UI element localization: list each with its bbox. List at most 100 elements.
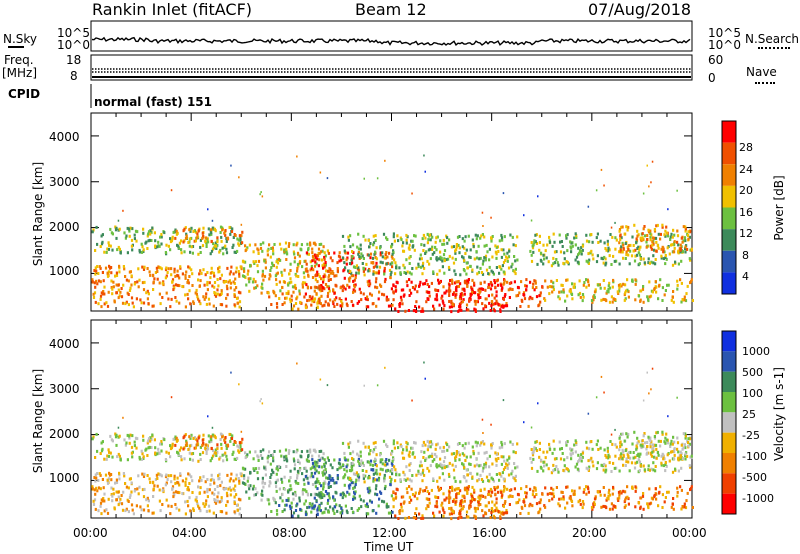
velocity-cell: [318, 494, 321, 498]
power-cell: [585, 259, 588, 263]
power-cell: [310, 297, 313, 301]
power-cell: [492, 272, 495, 276]
velocity-cell: [166, 478, 169, 481]
power-cell: [620, 236, 623, 240]
power-cell: [257, 252, 260, 255]
velocity-cell: [243, 482, 246, 485]
power-cell: [441, 265, 444, 269]
power-cell: [443, 257, 446, 261]
velocity-cell: [577, 460, 580, 464]
power-cell: [219, 231, 222, 234]
power-cell: [399, 302, 402, 305]
velocity-cell: [672, 507, 675, 511]
power-cell: [296, 241, 299, 245]
power-cell: [210, 232, 213, 236]
power-cell: [218, 269, 221, 273]
velocity-cell: [305, 490, 308, 494]
power-cell: [685, 292, 688, 296]
velocity-cell: [492, 509, 495, 513]
power-cell: [533, 288, 536, 292]
power-cell: [570, 246, 573, 250]
power-cell: [263, 259, 266, 263]
power-cell: [596, 232, 599, 236]
velocity-cell: [502, 477, 505, 481]
power-cell: [263, 274, 267, 278]
power-cell: [428, 262, 431, 266]
power-cell: [543, 297, 546, 301]
velocity-cell: [452, 510, 455, 513]
velocity-cell: [327, 486, 330, 489]
velocity-cell: [627, 502, 630, 506]
power-cell: [580, 252, 583, 256]
velocity-cell: [333, 512, 336, 515]
power-cell: [400, 298, 403, 302]
velocity-cell: [422, 468, 425, 472]
power-cell: [235, 286, 238, 290]
velocity-cell: [562, 497, 565, 501]
power-cell: [595, 189, 598, 192]
power-cell: [623, 298, 626, 302]
velocity-cell: [502, 504, 505, 508]
power-cell: [222, 252, 225, 256]
velocity-cell: [389, 469, 392, 473]
power-cell: [424, 170, 426, 173]
velocity-cell: [542, 460, 545, 464]
velocity-cell: [208, 509, 211, 513]
power-cell: [313, 253, 316, 257]
power-cell: [657, 246, 660, 250]
velocity-cell: [376, 384, 379, 387]
velocity-cell: [291, 492, 295, 496]
power-cell: [502, 282, 505, 286]
power-cell: [664, 262, 667, 266]
velocity-cell: [441, 472, 444, 476]
velocity-cell: [539, 458, 543, 462]
velocity-cell: [406, 477, 409, 481]
velocity-cell: [438, 510, 441, 514]
power-cell: [534, 281, 537, 285]
velocity-cell: [624, 498, 627, 502]
velocity-cell: [435, 455, 438, 459]
velocity-cell: [676, 436, 679, 440]
power-cell: [316, 257, 319, 261]
velocity-cell: [581, 455, 584, 459]
power-cell: [397, 239, 400, 243]
velocity-cell: [522, 498, 526, 502]
power-cell: [654, 258, 657, 261]
velocity-cell: [350, 478, 353, 482]
velocity-cell: [648, 468, 651, 472]
velocity-cell: [268, 450, 271, 454]
velocity-cell: [369, 459, 373, 463]
power-cell: [224, 280, 228, 283]
power-cell: [256, 284, 259, 288]
velocity-cell: [647, 437, 651, 441]
power-cell: [623, 232, 626, 236]
power-cell: [322, 245, 325, 249]
power-cell: [561, 284, 564, 287]
power-cell: [683, 298, 686, 302]
power-cell: [426, 259, 429, 263]
velocity-cell: [218, 472, 221, 476]
power-cell: [417, 262, 420, 266]
power-cell: [129, 270, 132, 274]
power-cell: [338, 255, 342, 259]
power-cell: [111, 292, 114, 296]
velocity-cell: [147, 509, 150, 513]
power-cell: [568, 289, 571, 293]
power-cell: [642, 227, 645, 231]
velocity-cell: [322, 493, 325, 497]
power-cell: [381, 261, 384, 265]
cb2-tick-100: 100: [742, 387, 763, 400]
power-cell: [490, 300, 493, 303]
power-cell: [346, 283, 349, 287]
velocity-cell: [480, 478, 484, 481]
power-cell: [607, 249, 610, 253]
power-cell: [398, 304, 401, 308]
power-cell: [410, 280, 413, 284]
velocity-cell: [553, 447, 556, 451]
power-cell: [372, 234, 375, 238]
power-cell: [191, 272, 194, 276]
power-cell: [603, 255, 606, 259]
power-cell: [92, 292, 95, 296]
velocity-cell: [157, 472, 160, 476]
velocity-cell: [261, 402, 264, 405]
